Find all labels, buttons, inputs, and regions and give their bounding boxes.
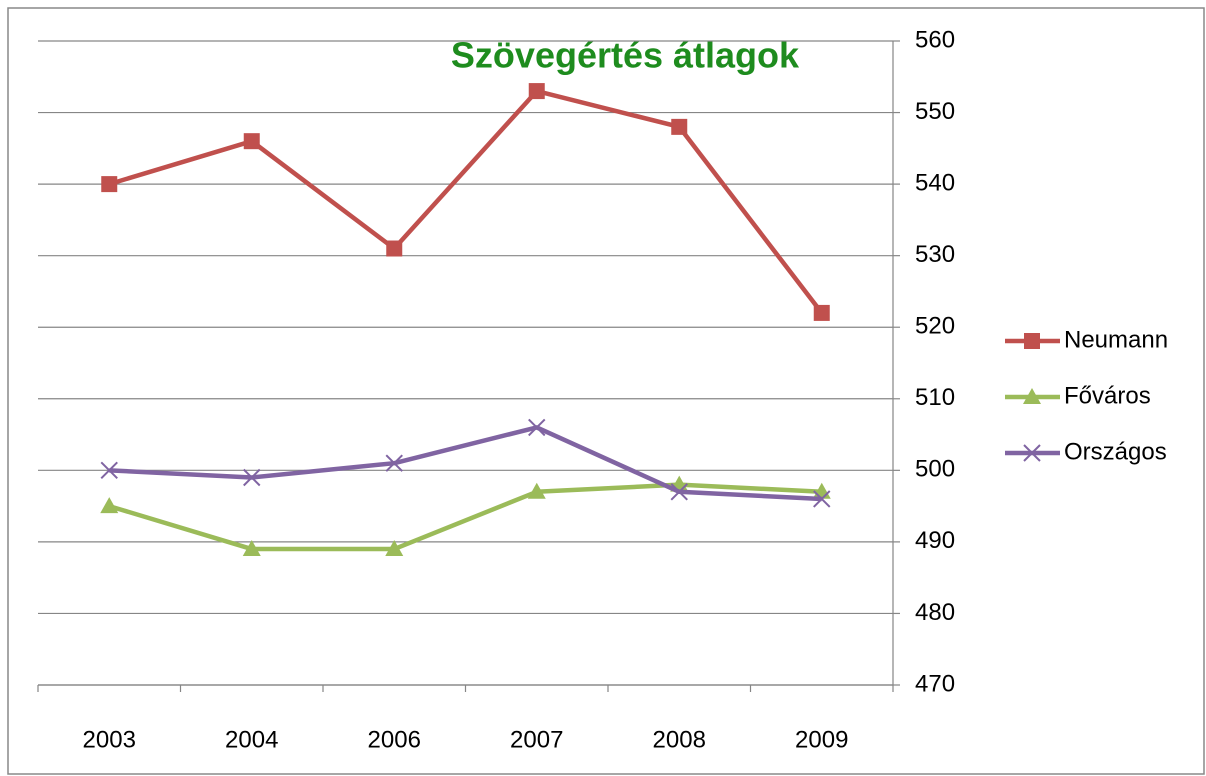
y-tick-label: 560 [915,26,955,53]
data-point [101,176,118,193]
legend-marker [1023,388,1041,404]
data-point [671,118,688,135]
data-point [670,483,688,501]
data-point [243,468,261,487]
data-point [243,133,260,150]
series-line [108,88,824,315]
legend-marker [1023,444,1041,462]
x-tick-label: 2007 [510,726,563,753]
y-tick-label: 480 [915,599,955,626]
data-point [100,461,118,480]
data-point [528,418,546,437]
y-tick-label: 550 [915,98,955,125]
data-point [100,497,119,514]
x-tick-label: 2009 [795,726,848,753]
legend-marker [1024,333,1040,349]
y-tick-label: 540 [915,169,955,196]
data-point [385,454,403,472]
y-tick-label: 470 [915,670,955,697]
x-tick-label: 2008 [653,726,706,753]
series-line [109,425,822,502]
legend-label: Neumann [1064,326,1168,353]
data-point [242,540,261,557]
chart-frame [7,7,1205,775]
legend-label: Országos [1064,438,1167,465]
data-point [813,490,831,508]
y-tick-label: 510 [915,384,955,411]
x-tick-label: 2006 [368,726,421,753]
legend-label: Főváros [1064,382,1151,409]
y-tick-label: 520 [915,313,955,340]
data-point [813,304,830,321]
data-point [528,83,545,100]
series-line [108,482,822,552]
data-point [527,482,546,499]
data-point [386,240,403,257]
y-tick-label: 500 [915,456,955,483]
y-tick-label: 490 [915,527,955,554]
x-tick-label: 2003 [83,726,136,753]
x-tick-label: 2004 [225,726,278,753]
y-tick-label: 530 [915,241,955,268]
data-point [385,540,404,557]
